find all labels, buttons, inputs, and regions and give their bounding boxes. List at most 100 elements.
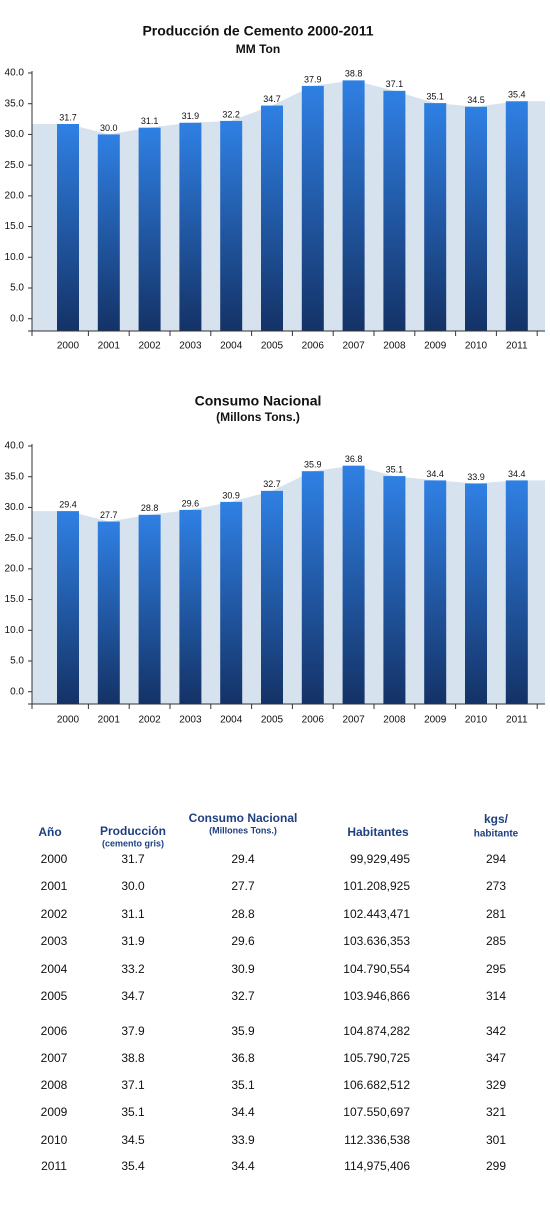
chart-title: Consumo Nacional <box>195 393 322 409</box>
table-cell: 314 <box>486 989 506 1003</box>
table-cell: 299 <box>486 1159 506 1173</box>
bar <box>97 521 120 704</box>
table-cell: 34.4 <box>231 1159 255 1173</box>
y-tick-label: 25.0 <box>5 160 25 171</box>
bar <box>383 90 406 331</box>
bar <box>179 509 202 704</box>
table-cell: 37.1 <box>121 1078 145 1092</box>
value-label: 35.9 <box>304 460 322 470</box>
table-cell: 2007 <box>41 1051 68 1065</box>
column-header: Consumo Nacional <box>189 811 298 825</box>
bar <box>97 134 120 331</box>
value-label: 33.9 <box>467 472 485 482</box>
value-label: 31.9 <box>182 111 200 121</box>
value-label: 32.2 <box>222 109 240 119</box>
table-cell: 2000 <box>41 852 68 866</box>
column-subheader: (cemento gris) <box>102 838 164 848</box>
x-tick-label: 2004 <box>220 715 243 726</box>
chart-subtitle: MM Ton <box>236 42 280 56</box>
bar <box>505 480 528 704</box>
column-header: Año <box>38 825 61 839</box>
table-cell: 28.8 <box>231 907 255 921</box>
table-cell: 103.946,866 <box>343 989 410 1003</box>
table-cell: 2002 <box>41 907 68 921</box>
y-tick-label: 20.0 <box>5 563 25 574</box>
x-tick-label: 2008 <box>383 341 406 352</box>
table-cell: 114,975,406 <box>344 1159 410 1173</box>
y-tick-label: 15.0 <box>5 221 25 232</box>
bar <box>383 476 406 704</box>
bar <box>57 123 79 331</box>
x-tick-label: 2003 <box>179 341 202 352</box>
value-label: 38.8 <box>345 69 363 79</box>
x-tick-label: 2011 <box>506 341 528 352</box>
y-tick-label: 35.0 <box>5 98 25 109</box>
column-header: kgs/ <box>484 812 509 826</box>
bar <box>138 127 161 332</box>
x-tick-label: 2009 <box>424 715 447 726</box>
value-label: 34.4 <box>426 469 444 479</box>
value-label: 34.7 <box>263 94 281 104</box>
table-cell: 329 <box>486 1078 506 1092</box>
x-tick-label: 2002 <box>138 715 161 726</box>
value-label: 29.4 <box>59 499 77 509</box>
x-tick-label: 2011 <box>506 715 528 726</box>
y-tick-label: 35.0 <box>5 471 25 482</box>
x-tick-label: 2000 <box>57 715 80 726</box>
value-label: 32.7 <box>263 479 281 489</box>
table-cell: 301 <box>486 1133 506 1147</box>
table-cell: 27.7 <box>231 879 255 893</box>
table-cell: 2003 <box>41 934 68 948</box>
x-tick-label: 2007 <box>342 341 365 352</box>
bar <box>220 501 243 704</box>
x-tick-label: 2010 <box>465 715 488 726</box>
y-tick-label: 0.0 <box>10 686 24 697</box>
bar <box>179 122 202 331</box>
bar <box>57 511 79 704</box>
x-tick-label: 2004 <box>220 341 243 352</box>
value-label: 36.8 <box>345 454 363 464</box>
value-label: 30.0 <box>100 123 118 133</box>
table-cell: 31.7 <box>121 852 145 866</box>
table-cell: 102.443,471 <box>343 907 410 921</box>
table-cell: 35.1 <box>121 1105 145 1119</box>
y-tick-label: 30.0 <box>5 129 25 140</box>
y-tick-label: 5.0 <box>10 656 24 667</box>
value-label: 28.8 <box>141 503 159 513</box>
value-label: 37.1 <box>386 79 404 89</box>
value-label: 30.9 <box>222 490 240 500</box>
bar <box>424 103 447 331</box>
table-cell: 285 <box>486 934 506 948</box>
y-tick-label: 20.0 <box>5 190 25 201</box>
table-cell: 29.4 <box>231 852 255 866</box>
value-label: 34.4 <box>508 469 526 479</box>
y-tick-label: 25.0 <box>5 533 25 544</box>
y-tick-label: 10.0 <box>5 252 25 263</box>
bar <box>261 105 283 331</box>
y-tick-label: 40.0 <box>5 68 25 79</box>
x-tick-label: 2005 <box>261 715 284 726</box>
table-cell: 2011 <box>41 1159 67 1173</box>
table-cell: 30.0 <box>121 879 145 893</box>
table-cell: 31.9 <box>121 934 145 948</box>
value-label: 35.1 <box>386 464 404 474</box>
x-tick-label: 2007 <box>342 715 365 726</box>
table-cell: 2001 <box>41 879 68 893</box>
x-tick-label: 2001 <box>98 715 121 726</box>
table-cell: 33.2 <box>121 962 145 976</box>
x-tick-label: 2000 <box>57 341 80 352</box>
bar <box>220 120 243 332</box>
table-cell: 295 <box>486 962 506 976</box>
value-label: 35.4 <box>508 90 526 100</box>
y-tick-label: 15.0 <box>5 594 25 605</box>
table-cell: 294 <box>486 852 506 866</box>
table-cell: 2008 <box>41 1078 68 1092</box>
table-cell: 112.336,538 <box>344 1133 410 1147</box>
value-label: 34.5 <box>467 95 485 105</box>
x-tick-label: 2002 <box>138 341 161 352</box>
value-label: 37.9 <box>304 74 322 84</box>
table-cell: 2004 <box>41 962 68 976</box>
table-cell: 101.208,925 <box>343 879 410 893</box>
table-cell: 29.6 <box>231 934 255 948</box>
